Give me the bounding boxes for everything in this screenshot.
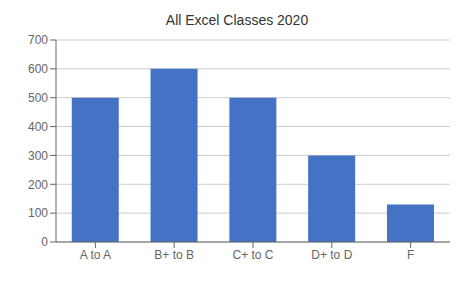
html-text:All Excel Classes 2020: All Excel Classes 2020 xyxy=(165,12,309,28)
svg-text:B+ to B: B+ to B xyxy=(154,248,194,262)
svg-text:200: 200 xyxy=(28,178,48,192)
svg-text:D+ to D: D+ to D xyxy=(311,248,352,262)
svg-text:500: 500 xyxy=(28,91,48,105)
svg-text:700: 700 xyxy=(28,33,48,47)
svg-text:F: F xyxy=(407,248,414,262)
svg-text:0: 0 xyxy=(41,235,48,249)
svg-text:400: 400 xyxy=(28,120,48,134)
svg-text:100: 100 xyxy=(28,206,48,220)
svg-text:A to A: A to A xyxy=(80,248,111,262)
svg-text:600: 600 xyxy=(28,62,48,76)
svg-text:300: 300 xyxy=(28,149,48,163)
svg-text:C+ to C: C+ to C xyxy=(232,248,273,262)
